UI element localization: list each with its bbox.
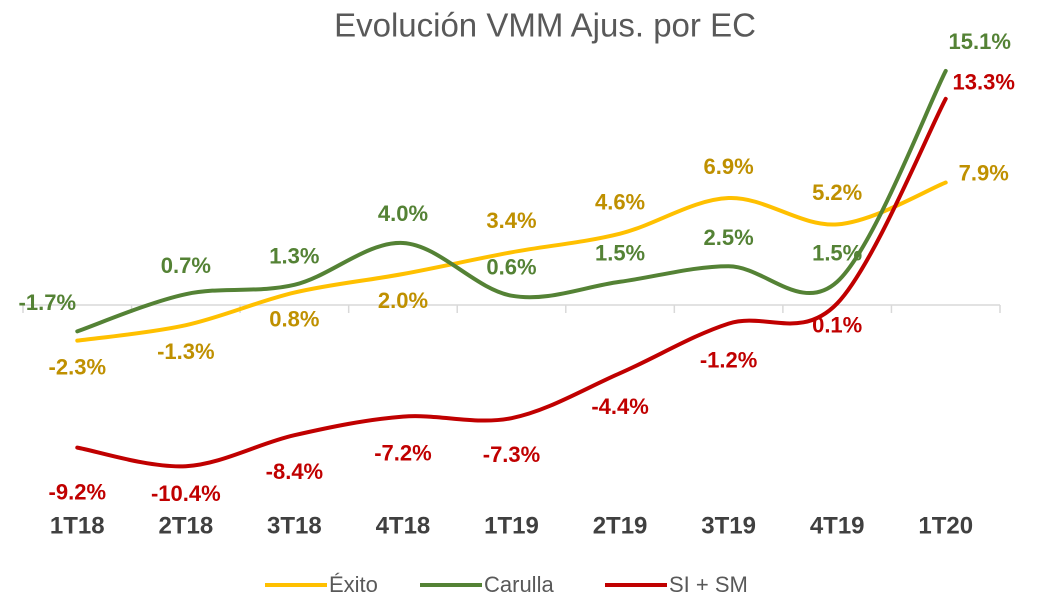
data-label: -4.4% [591,394,648,419]
data-label: 13.3% [953,70,1015,95]
legend-label: SI + SM [669,572,748,597]
x-tick-label: 4T19 [810,512,865,539]
data-label: -7.3% [483,442,540,467]
data-label: 2.0% [378,288,428,313]
x-tick-label: 2T19 [593,512,648,539]
x-tick-label: 4T18 [376,512,431,539]
x-tick-label: 2T18 [158,512,213,539]
data-label: 5.2% [812,180,862,205]
x-tick-label: 3T19 [701,512,756,539]
line-series [75,68,948,334]
data-label: -1.2% [700,347,757,372]
data-label: 4.6% [595,190,645,215]
data-label: 1.3% [269,244,319,269]
data-label: 3.4% [486,208,536,233]
data-label: -7.2% [374,440,431,465]
data-label: 15.1% [949,29,1011,54]
data-label: 1.5% [812,241,862,266]
line-series [75,180,948,343]
data-label: -1.7% [19,290,76,315]
legend-label: Éxito [329,572,378,597]
legend-label: Carulla [484,572,554,597]
data-label: 4.0% [378,201,428,226]
data-label: 6.9% [704,154,754,179]
data-label: -10.4% [151,481,221,506]
line-series [75,96,948,469]
data-label: -8.4% [266,459,323,484]
data-label: 0.8% [269,306,319,331]
x-tick-label: 3T18 [267,512,322,539]
data-label: -2.3% [49,354,106,379]
data-label: -9.2% [49,479,106,504]
data-label: -1.3% [157,339,214,364]
x-tick-label: 1T18 [50,512,105,539]
data-label: 1.5% [595,241,645,266]
data-label: 0.1% [812,312,862,337]
x-tick-label: 1T19 [484,512,539,539]
data-label: 2.5% [704,225,754,250]
x-tick-label: 1T20 [918,512,973,539]
data-label: 0.6% [486,255,536,280]
data-label: 7.9% [959,160,1009,185]
chart-title: Evolución VMM Ajus. por EC [334,7,756,44]
data-label: 0.7% [161,253,211,278]
